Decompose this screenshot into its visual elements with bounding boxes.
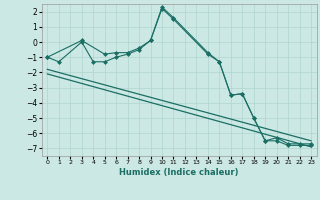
X-axis label: Humidex (Indice chaleur): Humidex (Indice chaleur) xyxy=(119,168,239,177)
